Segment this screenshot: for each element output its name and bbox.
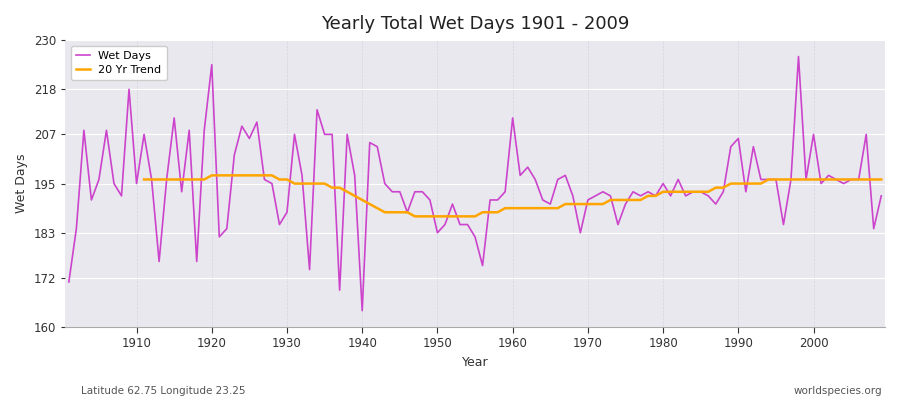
20 Yr Trend bbox=[522, 206, 533, 210]
Wet Days bbox=[515, 173, 526, 178]
20 Yr Trend bbox=[139, 177, 149, 182]
Line: 20 Yr Trend: 20 Yr Trend bbox=[144, 175, 881, 216]
Wet Days bbox=[356, 308, 367, 313]
Y-axis label: Wet Days: Wet Days bbox=[15, 154, 28, 213]
20 Yr Trend bbox=[876, 177, 886, 182]
20 Yr Trend bbox=[342, 189, 353, 194]
Wet Days bbox=[334, 288, 345, 292]
20 Yr Trend bbox=[206, 173, 217, 178]
Legend: Wet Days, 20 Yr Trend: Wet Days, 20 Yr Trend bbox=[70, 46, 167, 80]
20 Yr Trend bbox=[320, 181, 330, 186]
20 Yr Trend bbox=[410, 214, 420, 219]
Wet Days bbox=[289, 132, 300, 137]
20 Yr Trend bbox=[372, 206, 382, 210]
Line: Wet Days: Wet Days bbox=[68, 56, 881, 311]
Wet Days bbox=[793, 54, 804, 59]
20 Yr Trend bbox=[733, 181, 743, 186]
Wet Days bbox=[508, 116, 518, 120]
Wet Days bbox=[123, 87, 134, 92]
Wet Days bbox=[876, 194, 886, 198]
Text: worldspecies.org: worldspecies.org bbox=[794, 386, 882, 396]
Title: Yearly Total Wet Days 1901 - 2009: Yearly Total Wet Days 1901 - 2009 bbox=[321, 15, 629, 33]
Wet Days bbox=[605, 194, 616, 198]
Wet Days bbox=[63, 280, 74, 284]
X-axis label: Year: Year bbox=[462, 356, 489, 369]
Text: Latitude 62.75 Longitude 23.25: Latitude 62.75 Longitude 23.25 bbox=[81, 386, 246, 396]
20 Yr Trend bbox=[544, 206, 555, 210]
